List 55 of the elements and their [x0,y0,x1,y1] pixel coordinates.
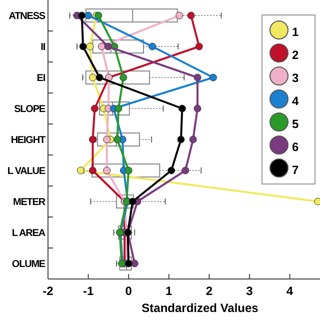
point [104,42,112,50]
y-tick-label: L AREA [12,228,46,239]
y-tick-label: METER [12,197,46,208]
legend-label: 2 [292,48,299,62]
point [177,136,185,144]
point [76,166,84,174]
point [96,74,104,82]
y-tick-label: EI [36,73,46,84]
y-tick-label: OLUME [12,259,46,270]
point [209,74,217,82]
y-tick-label: II [40,42,46,53]
y-tick-label: HEIGHT [10,135,46,146]
point [187,12,195,20]
x-tick-label: 2 [206,284,213,298]
point [78,12,86,20]
point [88,136,96,144]
x-tick-label: 0 [125,284,132,298]
point [168,166,176,174]
y-tick-label: ATNESS [8,11,46,22]
point [189,136,197,144]
point [195,42,203,50]
point [124,166,132,174]
point [182,166,190,174]
legend-label: 3 [292,71,299,85]
point [86,42,94,50]
point [103,136,111,144]
point [88,74,96,82]
x-tick-label: 1 [166,284,173,298]
point [120,74,128,82]
point [90,104,98,112]
point [194,74,202,82]
point [194,104,202,112]
point [148,42,156,50]
legend-label: 6 [292,140,299,154]
x-tick-label: -2 [42,284,54,298]
legend-label: 7 [292,163,299,177]
point [103,166,111,174]
point [176,12,184,20]
point [79,42,87,50]
point [88,166,96,174]
x-tick-label: 4 [286,284,294,298]
y-tick-label: L VALUE [7,166,46,177]
point [128,198,136,206]
point [114,136,122,144]
point [178,104,186,112]
point [314,198,320,206]
legend-label: 1 [292,25,299,39]
point [98,42,106,50]
x-tick-label: -1 [82,284,94,298]
x-tick-label: 3 [246,284,254,298]
legend-label: 4 [292,94,299,108]
x-axis-title: Standardized Values [142,301,259,315]
y-tick-label: SLOPE [14,104,46,115]
legend-label: 5 [292,117,299,131]
point [84,12,92,20]
